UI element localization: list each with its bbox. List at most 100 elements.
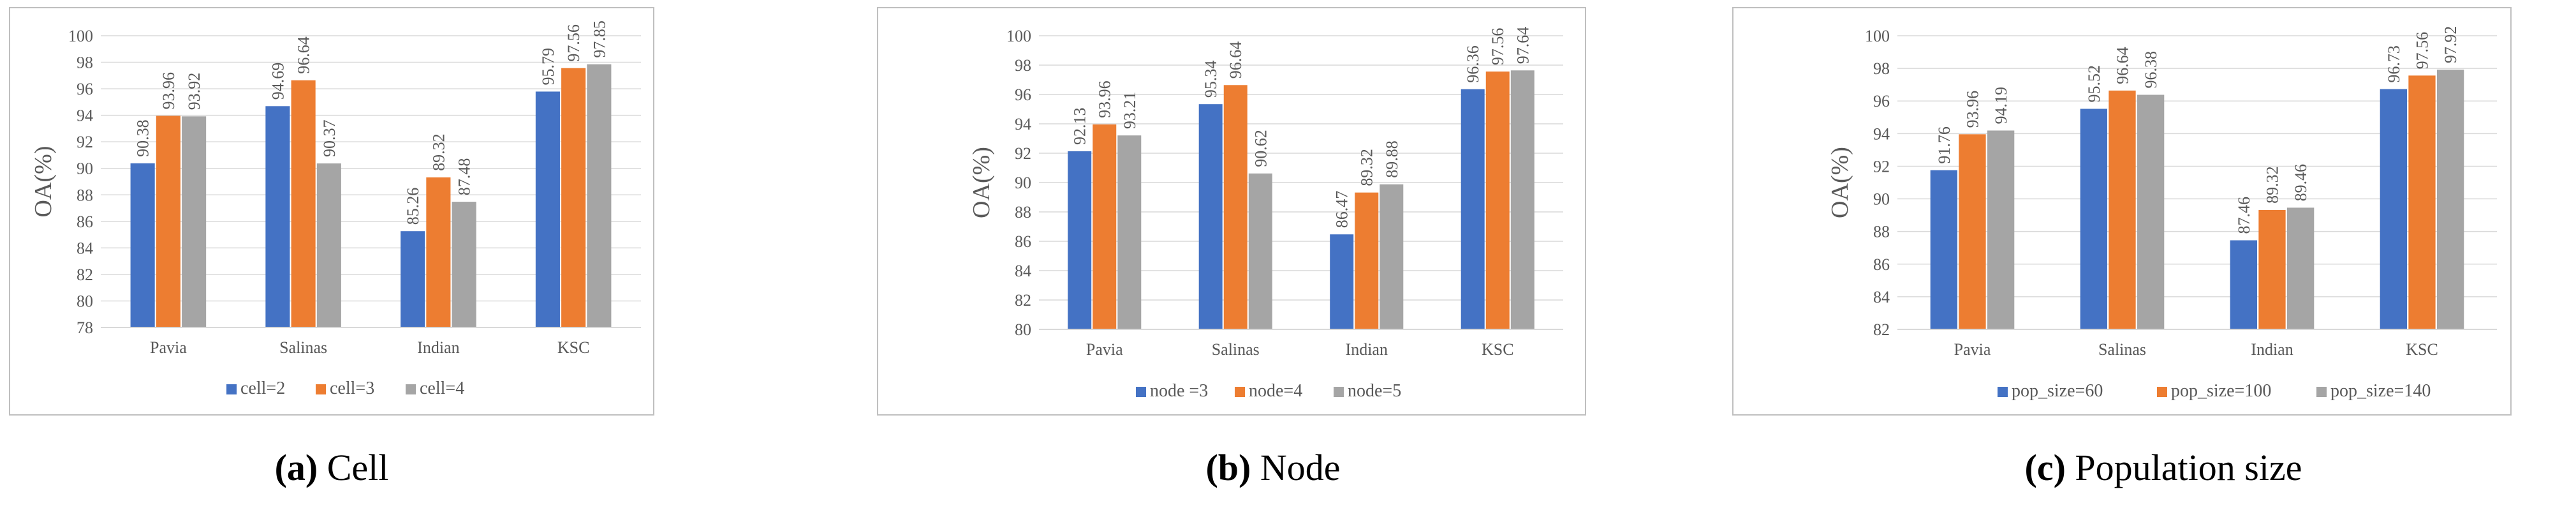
bar-3-0 (2380, 89, 2407, 330)
x-tick-label: Salinas (1212, 340, 1260, 359)
bar-1-2 (2137, 94, 2165, 329)
x-tick-label: KSC (2406, 340, 2438, 359)
data-label: 97.85 (590, 20, 608, 58)
y-tick-label: 98 (77, 54, 93, 72)
y-tick-label: 90 (1015, 174, 1031, 192)
bar-2-1 (426, 177, 451, 327)
x-tick-label: Pavia (150, 338, 187, 357)
data-label: 93.96 (1964, 91, 1982, 128)
data-label: 90.62 (1251, 130, 1270, 167)
legend-swatch (1235, 387, 1245, 397)
caption-label: (b) (1205, 447, 1251, 488)
bar-1-2 (316, 163, 341, 327)
y-tick-label: 100 (1865, 27, 1890, 45)
chart-population-size: 82 84 86 88 90 92 94 96 98 100 OA(%) 91.76 93.96 94.1… (1732, 7, 2512, 488)
y-tick-label: 80 (77, 292, 93, 310)
data-label: 91.76 (1935, 126, 1954, 164)
x-tick-label: Pavia (1954, 340, 1991, 359)
data-label: 90.38 (134, 119, 152, 157)
y-tick-label: 98 (1873, 59, 1890, 78)
data-label: 89.32 (429, 133, 448, 171)
y-tick-label: 88 (1015, 203, 1031, 221)
bar-0-1 (1959, 134, 1986, 329)
bar-3-2 (2437, 70, 2464, 330)
data-label: 94.19 (1992, 87, 2010, 124)
bar-2-1 (2258, 209, 2286, 329)
x-tick-label: Indian (417, 338, 459, 357)
bar-3-2 (587, 64, 612, 327)
bar-3-1 (2408, 75, 2436, 329)
data-label: 97.56 (564, 24, 583, 62)
data-label: 93.96 (1096, 80, 1114, 118)
y-tick-label: 82 (77, 266, 93, 284)
data-label: 90.37 (320, 120, 339, 158)
legend-swatch (406, 384, 416, 394)
y-tick-label: 84 (77, 239, 93, 257)
y-tick-label: 82 (1873, 320, 1890, 339)
x-tick-label: Indian (2251, 340, 2293, 359)
panel-node: 80 82 84 86 88 90 92 94 96 98 100 OA(%) 92.13 93.96 93… (858, 0, 1717, 510)
bar-0-2 (1987, 130, 2015, 329)
panel-caption: (c) Population size (2025, 447, 2302, 488)
y-tick-label: 100 (1006, 27, 1031, 45)
y-tick-label: 96 (77, 80, 93, 98)
data-label: 96.38 (2142, 51, 2160, 89)
caption-label: (c) (2025, 447, 2066, 488)
data-label: 95.52 (2085, 65, 2103, 103)
y-tick-label: 86 (1873, 255, 1890, 274)
bar-3-0 (535, 91, 560, 327)
data-label: 96.64 (1226, 41, 1245, 79)
bar-1-1 (291, 80, 316, 328)
legend-entry: pop_size=100 (2171, 381, 2271, 401)
y-axis-label: OA(%) (1827, 147, 1853, 218)
legend-entry: cell=4 (420, 379, 464, 398)
chart-node: 80 82 84 86 88 90 92 94 96 98 100 OA(%) 92.13 93.96 93… (877, 7, 1586, 488)
y-tick-label: 84 (1015, 262, 1031, 280)
y-tick-label: 94 (1015, 115, 1031, 133)
data-label: 93.92 (185, 73, 203, 110)
legend-entry: node=4 (1249, 381, 1302, 401)
y-tick-label: 96 (1873, 92, 1890, 110)
legend-entry: pop_size=60 (2012, 381, 2103, 401)
legend-entry: cell=3 (330, 379, 374, 398)
data-label: 89.46 (2292, 164, 2310, 202)
y-tick-label: 88 (1873, 223, 1890, 241)
y-tick-label: 98 (1015, 56, 1031, 75)
caption-label: (a) (275, 447, 318, 488)
y-tick-label: 90 (77, 160, 93, 178)
y-tick-label: 88 (77, 186, 93, 204)
legend-swatch (2316, 387, 2327, 397)
data-label: 85.26 (404, 188, 422, 225)
bar-1-0 (265, 106, 290, 328)
data-label: 93.21 (1121, 92, 1139, 130)
legend-swatch (1998, 387, 2008, 397)
panel-cell: 78 80 82 84 86 88 90 92 94 96 98 100 OA(%) 90.38 93.96… (0, 0, 858, 510)
data-label: 97.56 (2413, 32, 2432, 70)
y-tick-label: 90 (1873, 190, 1890, 209)
x-tick-label: KSC (1482, 340, 1514, 359)
data-label: 87.46 (2235, 197, 2253, 234)
y-axis-label: OA(%) (968, 147, 995, 218)
caption-text: Node (1251, 447, 1340, 488)
data-label: 95.79 (539, 48, 557, 86)
data-label: 92.13 (1071, 108, 1089, 146)
panel-caption: (b) Node (1205, 447, 1340, 488)
bar-0-1 (156, 116, 180, 327)
legend-entry: node =3 (1150, 381, 1208, 401)
bar-0-0 (1068, 151, 1092, 329)
bar-2-0 (401, 231, 425, 327)
y-axis-label: OA(%) (30, 146, 57, 218)
data-label: 97.56 (1489, 28, 1507, 66)
chart-cell: 78 80 82 84 86 88 90 92 94 96 98 100 OA(%) 90.38 93.96… (9, 7, 654, 488)
y-tick-label: 86 (1015, 232, 1031, 251)
bar-0-2 (182, 116, 207, 327)
legend-swatch (2157, 387, 2167, 397)
legend-swatch (316, 384, 326, 394)
data-label: 96.73 (2385, 45, 2403, 83)
data-label: 89.32 (1358, 149, 1376, 186)
y-tick-label: 92 (1015, 144, 1031, 163)
legend-swatch (226, 384, 237, 394)
x-tick-label: Pavia (1086, 340, 1123, 359)
data-label: 87.48 (455, 158, 474, 196)
bar-0-0 (1930, 170, 1957, 329)
